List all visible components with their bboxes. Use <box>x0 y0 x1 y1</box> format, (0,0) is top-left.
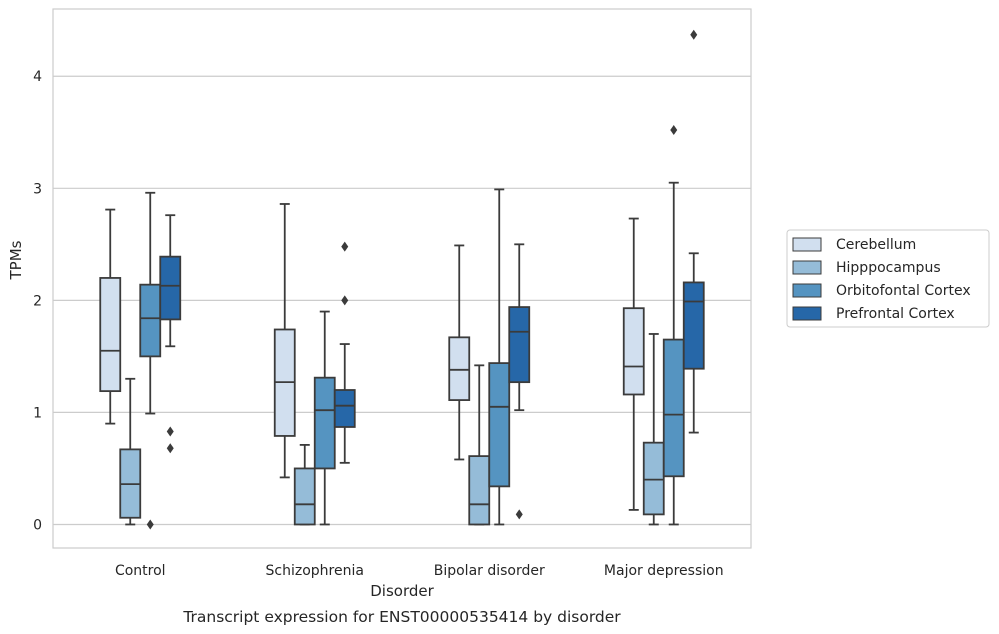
box-plot <box>313 310 336 526</box>
y-axis-label: TPMs <box>7 240 25 280</box>
box <box>333 389 356 428</box>
legend-label: Prefrontal Cortex <box>836 306 955 322</box>
outlier-point <box>341 241 349 252</box>
box-plot <box>119 377 142 526</box>
y-tick-labels: 0 1 2 3 4 <box>33 69 42 533</box>
x-tick-label: Schizophrenia <box>266 563 364 579</box>
y-tick-label: 4 <box>33 69 42 85</box>
box <box>622 307 645 396</box>
outlier-point <box>670 125 678 136</box>
outlier-point <box>166 443 174 454</box>
y-tick-label: 0 <box>33 517 42 533</box>
legend-label: Hipppocampus <box>836 260 941 276</box>
legend: Cerebellum Hipppocampus Orbitofontal Corte… <box>786 229 990 328</box>
box <box>99 277 122 393</box>
outlier-point <box>146 519 154 530</box>
box <box>448 336 471 401</box>
box <box>488 362 511 488</box>
x-tick-label: Bipolar disorder <box>434 563 545 579</box>
x-tick-label: Control <box>115 563 166 579</box>
box-plots <box>99 29 705 530</box>
legend-label: Cerebellum <box>836 237 916 253</box>
box-plot <box>333 241 356 464</box>
box-plot <box>468 364 491 526</box>
box-plot <box>99 208 122 425</box>
legend-label: Orbitofontal Cortex <box>836 283 971 299</box>
box-plot <box>488 188 511 526</box>
x-tick-label: Major depression <box>604 563 724 579</box>
box-plot <box>293 444 316 526</box>
box-plot <box>642 333 665 526</box>
box <box>682 281 705 370</box>
outlier-point <box>166 426 174 437</box>
plot-frame <box>52 8 752 549</box>
box <box>293 467 316 526</box>
y-tick-label: 3 <box>33 181 42 197</box>
outlier-point <box>515 509 523 520</box>
legend-swatch <box>792 260 822 275</box>
legend-swatch <box>792 283 822 298</box>
box-plot <box>448 244 471 461</box>
box-plot <box>682 29 705 434</box>
box <box>662 338 685 478</box>
box <box>508 306 531 384</box>
box-plot <box>508 243 531 520</box>
legend-swatch <box>792 237 822 252</box>
box <box>313 376 336 470</box>
box-plot <box>273 203 296 479</box>
outlier-point <box>690 29 698 40</box>
box <box>159 255 182 321</box>
chart-caption: Transcript expression for ENST0000053541… <box>182 608 621 626</box>
y-tick-label: 1 <box>33 405 42 421</box>
box-plot <box>622 217 645 511</box>
box-plot <box>139 191 162 530</box>
outlier-point <box>341 295 349 306</box>
legend-frame <box>786 229 990 328</box>
box <box>642 441 665 516</box>
box <box>139 283 162 358</box>
box-plot <box>159 214 182 454</box>
legend-swatch <box>792 306 822 321</box>
box <box>468 455 491 526</box>
box-plot <box>662 125 685 526</box>
y-tick-label: 2 <box>33 293 42 309</box>
x-axis-label: Disorder <box>370 582 434 600</box>
x-tick-labels: Control Schizophrenia Bipolar disorder Majo… <box>115 563 724 579</box>
